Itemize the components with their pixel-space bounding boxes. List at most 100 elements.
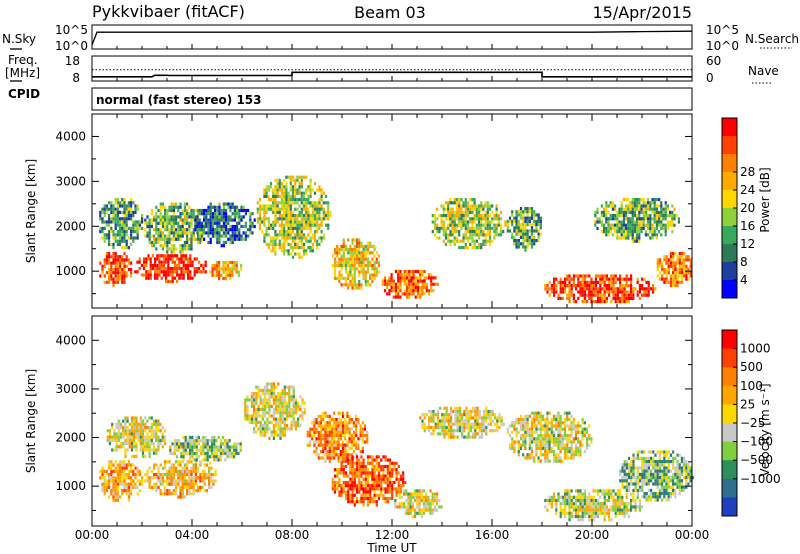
heatmap-cell xyxy=(418,505,421,509)
heatmap-cell xyxy=(229,270,232,274)
heatmap-cell xyxy=(268,427,271,431)
heatmap-cell xyxy=(288,411,291,415)
heatmap-cell xyxy=(138,479,141,483)
heatmap-cell xyxy=(444,236,448,240)
heatmap-cell xyxy=(250,392,253,396)
heatmap-cell xyxy=(287,236,290,240)
heatmap-cell xyxy=(603,290,606,294)
heatmap-cell xyxy=(329,210,332,214)
heatmap-cell xyxy=(272,194,275,198)
heatmap-cell xyxy=(283,395,286,399)
heatmap-cell xyxy=(360,493,363,497)
heatmap-cell xyxy=(119,466,122,470)
heatmap-cell xyxy=(116,466,119,470)
heatmap-cell xyxy=(127,482,130,486)
heatmap-cell xyxy=(289,175,292,179)
heatmap-cell xyxy=(488,220,492,224)
heatmap-cell xyxy=(519,226,523,230)
heatmap-cell xyxy=(683,274,686,278)
heatmap-cell xyxy=(353,251,356,255)
heatmap-cell xyxy=(570,284,573,288)
heatmap-cell xyxy=(302,198,306,202)
heatmap-cell xyxy=(330,443,334,447)
heatmap-cell xyxy=(652,287,655,291)
heatmap-cell xyxy=(188,224,191,229)
heatmap-cell xyxy=(603,230,606,234)
heatmap-cell xyxy=(150,469,153,473)
heatmap-cell xyxy=(292,417,295,421)
heatmap-cell xyxy=(658,271,662,275)
heatmap-cell xyxy=(307,185,310,189)
heatmap-cell xyxy=(291,201,295,205)
heatmap-cell xyxy=(106,438,109,442)
heatmap-cell xyxy=(672,261,675,265)
heatmap-cell xyxy=(658,204,661,208)
heatmap-cell xyxy=(669,280,673,284)
heatmap-cell xyxy=(267,242,270,246)
heatmap-cell xyxy=(522,232,525,236)
heatmap-cell xyxy=(449,214,452,218)
heatmap-cell xyxy=(326,414,329,418)
heatmap-cell xyxy=(143,263,146,267)
heatmap-cell xyxy=(208,473,211,477)
heatmap-cell xyxy=(101,489,104,493)
heatmap-cell xyxy=(119,271,122,275)
heatmap-cell xyxy=(627,220,630,224)
heatmap-cell xyxy=(195,270,198,274)
heatmap-cell xyxy=(277,411,280,415)
heatmap-cell xyxy=(313,418,316,422)
heatmap-cell xyxy=(259,388,262,392)
heatmap-cell xyxy=(333,248,337,252)
heatmap-cell xyxy=(231,212,234,216)
heatmap-cell xyxy=(412,276,415,280)
heatmap-cell xyxy=(276,233,279,237)
heatmap-cell xyxy=(499,210,503,214)
heatmap-cell xyxy=(146,479,149,483)
heatmap-cell xyxy=(309,236,312,240)
heatmap-cell xyxy=(179,479,182,483)
heatmap-cell xyxy=(339,411,342,415)
heatmap-cell xyxy=(636,214,639,218)
heatmap-cell xyxy=(377,254,381,258)
heatmap-cell xyxy=(482,242,485,246)
heatmap-cell xyxy=(419,295,422,299)
heatmap-cell xyxy=(607,204,610,208)
heatmap-cell xyxy=(676,255,679,259)
heatmap-cell xyxy=(597,293,600,297)
heatmap-cell xyxy=(146,473,149,477)
heatmap-cell xyxy=(201,231,204,235)
heatmap-cell xyxy=(290,385,293,389)
heatmap-cell xyxy=(155,463,158,467)
heatmap-cell xyxy=(270,430,273,434)
heatmap-cell xyxy=(275,398,278,402)
heatmap-cell xyxy=(161,202,164,206)
heatmap-cell xyxy=(449,207,452,211)
heatmap-cell xyxy=(427,508,430,512)
heatmap-cell xyxy=(208,476,211,480)
heatmap-cell xyxy=(108,463,111,467)
heatmap-cell xyxy=(199,485,202,489)
heatmap-cell xyxy=(443,435,446,439)
heatmap-cell xyxy=(211,221,214,225)
heatmap-cell xyxy=(620,230,623,234)
heatmap-cell xyxy=(401,276,404,280)
heatmap-cell xyxy=(261,404,264,408)
heatmap-cell xyxy=(144,422,147,426)
heatmap-cell xyxy=(296,198,299,202)
heatmap-cell xyxy=(362,487,365,491)
heatmap-cell xyxy=(110,264,113,268)
heatmap-cell xyxy=(440,226,443,230)
heatmap-cell xyxy=(664,233,667,237)
heatmap-cell xyxy=(388,292,391,296)
heatmap-cell xyxy=(661,267,664,272)
heatmap-cell xyxy=(420,495,423,499)
heatmap-cell xyxy=(283,185,286,189)
heatmap-cell xyxy=(157,485,160,489)
heatmap-cell xyxy=(377,496,381,501)
heatmap-cell xyxy=(103,476,106,480)
heatmap-cell xyxy=(399,477,403,481)
heatmap-cell xyxy=(340,260,343,264)
heatmap-cell xyxy=(155,429,158,433)
heatmap-cell xyxy=(190,224,193,229)
heatmap-cell xyxy=(224,270,227,274)
